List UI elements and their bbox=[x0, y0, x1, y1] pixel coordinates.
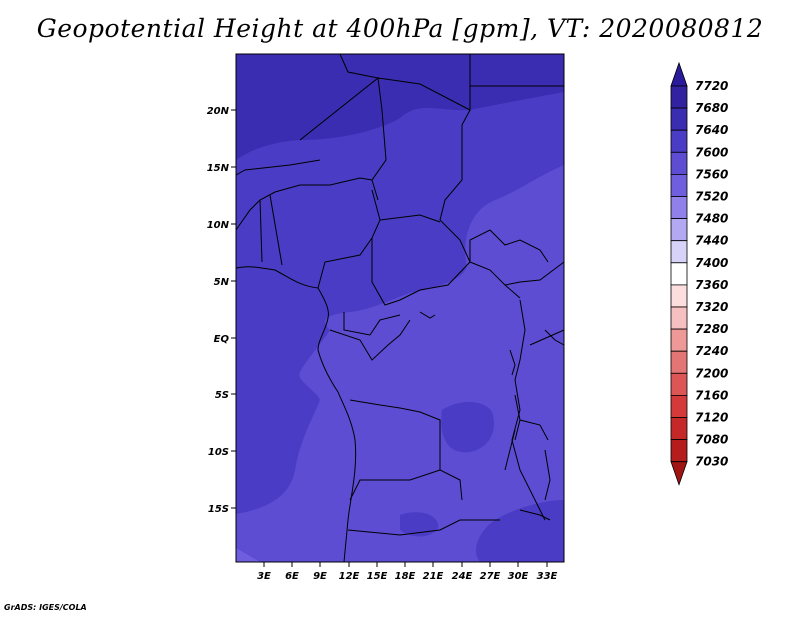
border-line bbox=[235, 177, 373, 231]
colorbar-segment bbox=[670, 107, 688, 131]
border-line bbox=[514, 394, 521, 441]
colorbar-label: 7360 bbox=[695, 278, 728, 292]
border-line bbox=[349, 469, 441, 501]
colorbar-segment bbox=[670, 284, 688, 308]
lon-label: 15E bbox=[367, 571, 388, 582]
lon-label: 12E bbox=[339, 571, 360, 582]
lon-label: 33E bbox=[537, 571, 558, 582]
border-line bbox=[371, 238, 521, 306]
border-line bbox=[349, 399, 463, 501]
height-field bbox=[236, 54, 564, 562]
border-line bbox=[504, 261, 565, 286]
border-line bbox=[439, 109, 471, 263]
lat-label: 5N bbox=[214, 277, 230, 288]
colorbar-segment bbox=[670, 350, 688, 374]
colorbar-label: 7640 bbox=[695, 123, 728, 137]
colorbar-segment bbox=[670, 218, 688, 242]
border-line bbox=[339, 53, 379, 79]
colorbar-label: 7280 bbox=[695, 322, 728, 336]
border-line bbox=[504, 429, 516, 471]
lat-label: EQ bbox=[214, 334, 230, 345]
border-line bbox=[519, 509, 551, 521]
colorbar-label: 7720 bbox=[695, 79, 728, 93]
colorbar-segment bbox=[670, 372, 688, 396]
border-line bbox=[469, 229, 549, 263]
border-line bbox=[519, 419, 549, 441]
border-line bbox=[544, 449, 551, 501]
field-7640 bbox=[236, 54, 564, 160]
border-line bbox=[379, 214, 441, 223]
colorbar-segment bbox=[670, 129, 688, 153]
colorbar-label: 7240 bbox=[695, 344, 728, 358]
lat-label: 10N bbox=[207, 220, 230, 231]
country-borders bbox=[235, 53, 565, 563]
colorbar-top-arrow bbox=[670, 61, 688, 87]
colorbar-label: 7440 bbox=[695, 234, 728, 248]
map-frame bbox=[235, 53, 565, 563]
colorbar-segment bbox=[670, 196, 688, 220]
border-line bbox=[259, 199, 263, 263]
border-line bbox=[329, 319, 411, 361]
field-7560 bbox=[236, 165, 564, 562]
lon-label: 6E bbox=[285, 571, 299, 582]
border-line bbox=[347, 519, 500, 536]
colorbar-label: 7080 bbox=[695, 433, 728, 447]
border-line bbox=[544, 329, 565, 346]
colorbar-segment bbox=[670, 439, 688, 463]
colorbar-segment bbox=[670, 394, 688, 418]
lat-label: 5S bbox=[215, 390, 229, 401]
border-line bbox=[509, 349, 516, 376]
colorbar-label: 7520 bbox=[695, 190, 728, 204]
colorbar-label: 7160 bbox=[695, 388, 728, 402]
border-line bbox=[317, 189, 381, 289]
colorbar-segment bbox=[670, 262, 688, 286]
border-line bbox=[235, 159, 321, 176]
lon-label: 24E bbox=[452, 571, 473, 582]
colorbar-label: 7680 bbox=[695, 101, 728, 115]
lon-label: 27E bbox=[480, 571, 501, 582]
border-line bbox=[343, 312, 401, 336]
colorbar-label: 7560 bbox=[695, 167, 728, 181]
colorbar-label: 7480 bbox=[695, 212, 728, 226]
colorbar-segment bbox=[670, 151, 688, 175]
lon-label: 30E bbox=[508, 571, 529, 582]
colorbar-label: 7030 bbox=[695, 455, 728, 469]
lat-label: 15N bbox=[207, 163, 230, 174]
lat-label: 10S bbox=[208, 447, 229, 458]
colorbar-segment bbox=[670, 85, 688, 109]
colorbar-label: 7320 bbox=[695, 300, 728, 314]
map-title: Geopotential Height at 400hPa [gpm], VT:… bbox=[36, 14, 764, 43]
colorbar-label: 7600 bbox=[695, 145, 728, 159]
border-line bbox=[377, 54, 471, 111]
colorbar-segment bbox=[670, 417, 688, 441]
border-line bbox=[511, 299, 546, 521]
colorbar-bottom-arrow bbox=[670, 461, 688, 486]
field-7600-south bbox=[400, 512, 439, 537]
field-7520-sw bbox=[236, 548, 260, 562]
lon-label: 21E bbox=[423, 571, 444, 582]
colorbar-label: 7120 bbox=[695, 411, 728, 425]
lon-label: 9E bbox=[313, 571, 327, 582]
field-7600-congo bbox=[441, 401, 494, 453]
border-line bbox=[235, 266, 357, 563]
border-line bbox=[529, 329, 565, 346]
lon-label: 18E bbox=[395, 571, 416, 582]
colorbar-segment bbox=[670, 306, 688, 330]
border-line bbox=[269, 194, 283, 266]
border-line bbox=[419, 311, 436, 319]
lat-label: 15S bbox=[208, 504, 229, 515]
colorbar-label: 7200 bbox=[695, 366, 728, 380]
colorbar-segment bbox=[670, 173, 688, 197]
grads-credit: GrADS: IGES/COLA bbox=[4, 603, 87, 612]
lat-label: 20N bbox=[207, 106, 230, 117]
colorbar-segment bbox=[670, 328, 688, 352]
colorbar-segment bbox=[670, 240, 688, 264]
lon-label: 3E bbox=[257, 571, 271, 582]
colorbar: 7720 7680 7640 7600 7560 7520 7480 7440 7400 7360… bbox=[670, 61, 728, 486]
axis-ticks: 20N 15N 10N 5N EQ 5S 10S 15S 3E 6E 9E 12E 15E 18E 21E 2… bbox=[207, 106, 558, 582]
colorbar-label: 7400 bbox=[695, 256, 728, 270]
border-line bbox=[299, 77, 387, 201]
